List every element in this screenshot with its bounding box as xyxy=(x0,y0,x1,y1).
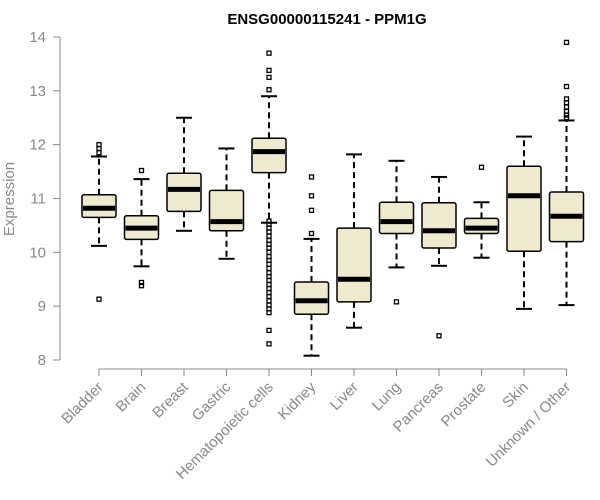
box-iqr xyxy=(421,202,457,249)
box-group-pancreas xyxy=(421,175,457,339)
outlier-point xyxy=(563,112,570,118)
outlier-point xyxy=(266,341,272,347)
outlier-point xyxy=(308,193,315,199)
outlier-point xyxy=(478,164,485,170)
box-iqr xyxy=(208,189,245,232)
y-tick-label: 11 xyxy=(30,191,46,208)
box-group-prostate xyxy=(463,164,500,259)
outlier-point xyxy=(266,285,272,292)
x-tick-label: Skin xyxy=(499,379,532,412)
y-axis-label: Expression xyxy=(1,162,18,236)
box-group-lung xyxy=(378,159,415,305)
outlier-point xyxy=(266,293,272,300)
box-group-unknown-other xyxy=(548,39,585,307)
chart-title: ENSG00000115241 - PPM1G xyxy=(227,11,426,28)
outlier-point xyxy=(563,115,570,121)
box-iqr xyxy=(166,172,202,213)
plot-area xyxy=(81,39,585,357)
box-group-kidney xyxy=(293,174,330,357)
y-tick-label: 8 xyxy=(38,352,46,369)
outlier-point xyxy=(138,283,145,289)
y-axis: 8 9 10 11 12 13 14 xyxy=(29,29,61,369)
outlier-point xyxy=(266,229,272,235)
outlier-point xyxy=(266,67,272,74)
outlier-point xyxy=(563,83,570,90)
box-group-breast xyxy=(166,116,202,232)
y-tick-label: 10 xyxy=(29,244,46,261)
outlier-point xyxy=(266,309,272,316)
outlier-point xyxy=(96,142,102,148)
outlier-point xyxy=(138,279,145,286)
outlier-point xyxy=(266,74,272,81)
outlier-point xyxy=(393,299,400,305)
outlier-point xyxy=(266,218,272,224)
outlier-point xyxy=(266,261,272,267)
x-tick-label: Kidney xyxy=(275,378,320,423)
outlier-point xyxy=(266,277,272,283)
outlier-point xyxy=(308,207,315,213)
outlier-point xyxy=(266,50,272,56)
x-tick-label: Lung xyxy=(369,379,405,415)
outlier-point xyxy=(138,167,145,174)
outlier-point xyxy=(266,265,272,272)
box-group-skin xyxy=(506,135,542,310)
outlier-point xyxy=(563,39,570,46)
box-iqr xyxy=(293,281,330,315)
outlier-point xyxy=(563,100,570,106)
outlier-point xyxy=(266,233,272,239)
outlier-point xyxy=(266,298,272,304)
outlier-point xyxy=(563,104,570,110)
box-iqr xyxy=(251,137,287,174)
y-tick-label: 14 xyxy=(29,29,46,46)
x-tick-label: Liver xyxy=(327,379,362,414)
box-iqr xyxy=(336,227,372,303)
x-tick-label: Prostate xyxy=(438,379,490,431)
outlier-point xyxy=(436,333,442,339)
box-iqr xyxy=(378,201,415,235)
outlier-point xyxy=(308,230,315,237)
outlier-point xyxy=(266,245,272,251)
outlier-point xyxy=(266,327,272,334)
box-group-brain xyxy=(123,167,160,289)
box-group-gastric xyxy=(208,147,245,260)
outlier-point xyxy=(308,174,315,180)
box-group-liver xyxy=(336,153,372,329)
box-iqr xyxy=(506,165,542,253)
y-tick-label: 12 xyxy=(29,137,46,154)
y-tick-label: 9 xyxy=(38,298,46,315)
y-tick-label: 13 xyxy=(29,83,46,100)
box-group-hematopoietic-cells xyxy=(251,50,287,347)
outlier-point xyxy=(96,296,102,302)
x-tick-label: Bladder xyxy=(58,379,107,428)
outlier-point xyxy=(266,249,272,255)
outlier-point xyxy=(266,87,272,93)
x-tick-label: Brain xyxy=(113,379,150,416)
x-tick-label: Breast xyxy=(149,378,192,421)
outlier-point xyxy=(96,150,102,156)
box-group-bladder xyxy=(81,142,117,302)
